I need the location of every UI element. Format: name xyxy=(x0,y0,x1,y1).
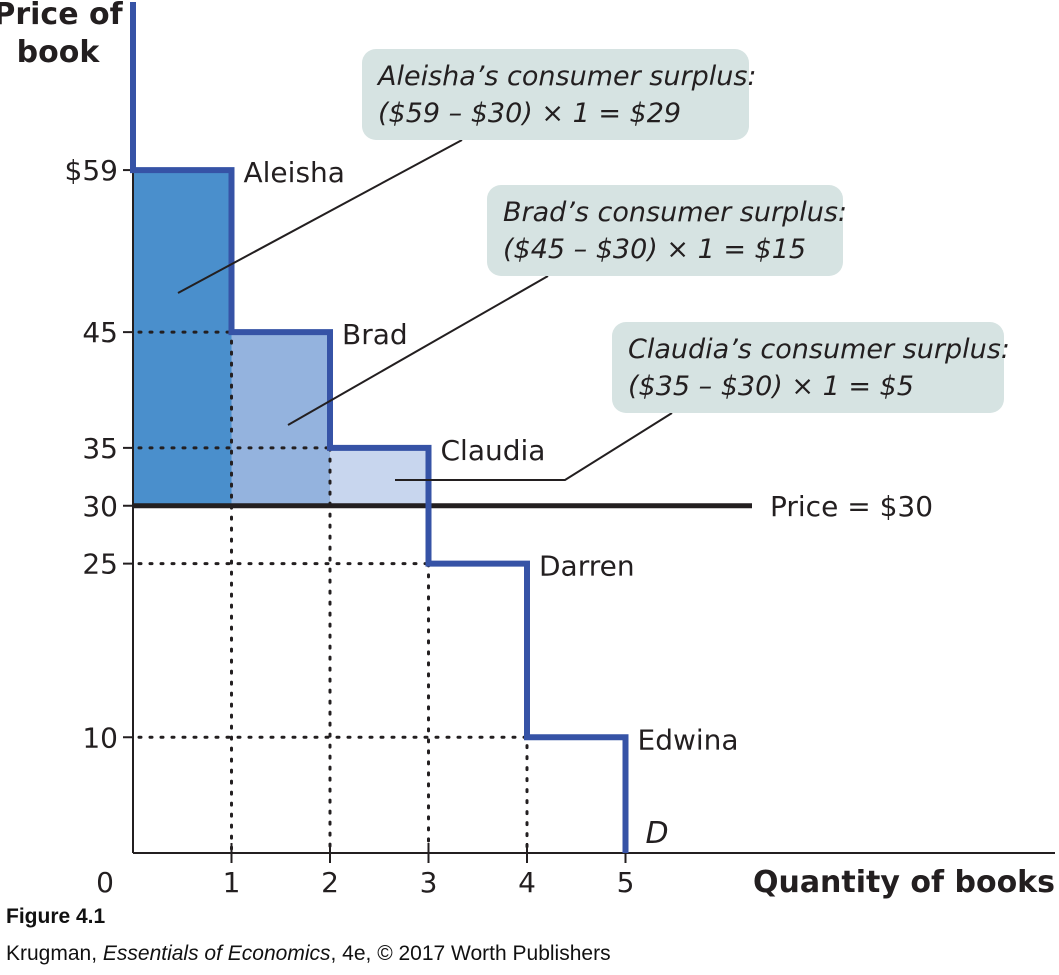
callout-leader-brad xyxy=(287,275,549,426)
y-tick-label-59: $59 xyxy=(65,154,118,187)
price-line-label: Price = $30 xyxy=(770,490,933,523)
credit-book-title: Essentials of Economics xyxy=(102,942,331,965)
buyer-label-darren: Darren xyxy=(539,550,635,583)
consumer-surplus-chart: Price = $30 Aleisha Brad Claudia Darren Edwin… xyxy=(0,0,1055,900)
y-tick-label-10: 10 xyxy=(82,721,118,754)
callout-aleisha: Aleisha’s consumer surplus: ($59 – $30) ×… xyxy=(362,49,757,140)
y-tick-label-35: 35 xyxy=(82,432,118,465)
buyer-label-edwina: Edwina xyxy=(638,723,739,756)
buyer-label-aleisha: Aleisha xyxy=(244,156,345,189)
x-tick-label-4: 4 xyxy=(518,866,536,899)
callout-formula-aleisha: ($59 – $30) × 1 = $29 xyxy=(378,98,681,129)
x-tick-label-3: 3 xyxy=(420,866,438,899)
x-tick-label-5: 5 xyxy=(617,866,635,899)
y-tick-label-45: 45 xyxy=(82,316,118,349)
demand-curve-label: D xyxy=(646,816,669,851)
demand-curve xyxy=(130,2,629,853)
callout-title-brad: Brad’s consumer surplus: xyxy=(503,197,847,228)
callout-formula-brad: ($45 – $30) × 1 = $15 xyxy=(503,234,806,265)
figure-credit: Krugman, Essentials of Economics, 4e, © … xyxy=(6,942,611,966)
y-tick-label-30: 30 xyxy=(82,490,118,523)
callout-claudia: Claudia’s consumer surplus: ($35 – $30) ×… xyxy=(612,322,1010,413)
x-tick-label-1: 1 xyxy=(223,866,241,899)
surplus-area-brad xyxy=(231,332,330,506)
surplus-area-aleisha xyxy=(133,170,232,506)
x-tick-label-2: 2 xyxy=(321,866,339,899)
y-axis-title: Price of book xyxy=(0,0,124,70)
callout-leader-claudia xyxy=(395,412,673,481)
callout-leader-aleisha xyxy=(177,139,463,294)
figure-title: Figure 4.1 xyxy=(6,905,106,928)
x-axis-title: Quantity of books xyxy=(753,865,1055,900)
credit-author: Krugman, xyxy=(6,942,103,965)
buyer-label-brad: Brad xyxy=(342,318,408,351)
callout-box-brad xyxy=(487,185,843,276)
x-tick-label-0: 0 xyxy=(96,866,114,899)
surplus-area-claudia xyxy=(330,447,429,506)
callout-title-aleisha: Aleisha’s consumer surplus: xyxy=(376,61,757,92)
callout-brad: Brad’s consumer surplus: ($45 – $30) × 1 … xyxy=(487,185,847,276)
y-tick-label-25: 25 xyxy=(82,548,118,581)
buyer-label-claudia: Claudia xyxy=(441,434,546,467)
callout-box-aleisha xyxy=(362,49,749,140)
callout-formula-claudia: ($35 – $30) × 1 = $5 xyxy=(628,371,914,402)
callout-box-claudia xyxy=(612,322,1004,413)
callout-title-claudia: Claudia’s consumer surplus: xyxy=(628,334,1010,365)
credit-rest: , 4e, © 2017 Worth Publishers xyxy=(330,942,611,965)
